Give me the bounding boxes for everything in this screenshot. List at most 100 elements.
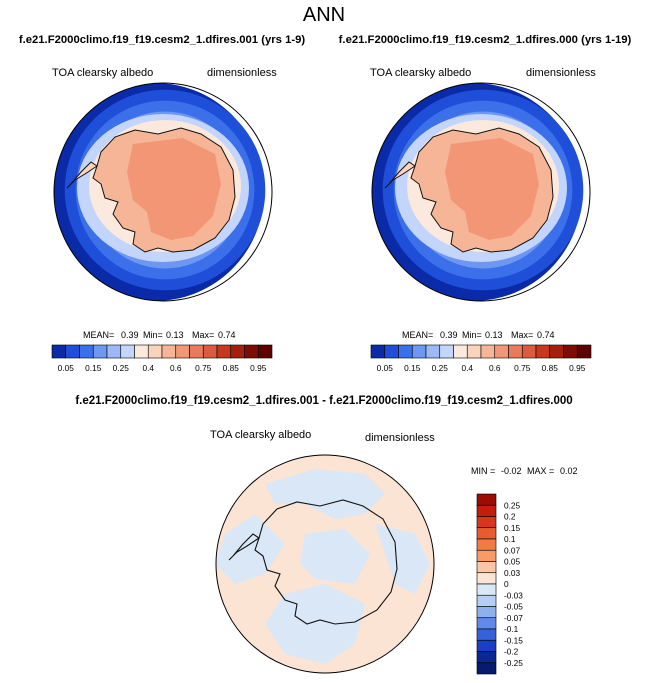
svg-text:Min=: Min= bbox=[462, 330, 482, 340]
colorbar-tick-label: 0.6 bbox=[170, 363, 182, 373]
colorbar-tick-label: 0.4 bbox=[461, 363, 473, 373]
colorbar-tick-label: -0.1 bbox=[504, 624, 519, 634]
colorbar-swatch bbox=[466, 344, 482, 359]
colorbar-swatch bbox=[476, 606, 497, 619]
colorbar-swatch bbox=[147, 344, 163, 359]
svg-text:MIN =: MIN = bbox=[471, 466, 495, 476]
panel-title: f.e21.F2000climo.f19_f19.cesm2_1.dfires.… bbox=[339, 34, 632, 46]
difference-panel: f.e21.F2000climo.f19_f19.cesm2_1.dfires.… bbox=[75, 395, 578, 675]
polar-map bbox=[53, 82, 273, 302]
colorbar-tick-label: 0.05 bbox=[504, 557, 521, 567]
svg-text:Max=: Max= bbox=[192, 330, 214, 340]
map-border bbox=[215, 454, 435, 674]
svg-text:Min=: Min= bbox=[143, 330, 163, 340]
colorbar-swatch bbox=[476, 504, 497, 517]
colorbar-swatch bbox=[411, 344, 427, 359]
colorbar-tick-label: 0.15 bbox=[404, 363, 421, 373]
colorbar-tick-label: 0.85 bbox=[223, 363, 240, 373]
colorbar-swatch bbox=[476, 527, 497, 540]
colorbar-swatch bbox=[189, 344, 204, 359]
colorbar-swatch bbox=[202, 344, 218, 359]
colorbar-swatch bbox=[476, 583, 497, 596]
colorbar-tick-label: 0.95 bbox=[569, 363, 586, 373]
map-panel-left: f.e21.F2000climo.f19_f19.cesm2_1.dfires.… bbox=[19, 34, 306, 373]
colorbar-swatch bbox=[244, 344, 259, 359]
colorbar-tick-label: 0 bbox=[504, 579, 509, 589]
colorbar-tick-label: 0.25 bbox=[504, 500, 521, 510]
map-border bbox=[371, 82, 591, 302]
colorbar-swatch bbox=[398, 344, 413, 359]
colorbar-swatch bbox=[480, 344, 496, 359]
colorbar-swatch bbox=[370, 344, 386, 359]
colorbar-swatch bbox=[384, 344, 399, 359]
colorbar-swatch bbox=[134, 344, 149, 359]
colorbar-swatch bbox=[79, 344, 94, 359]
colorbar-tick-label: 0.2 bbox=[504, 512, 516, 522]
colorbar-tick-label: 0.05 bbox=[58, 363, 75, 373]
colorbar-swatch bbox=[439, 344, 454, 359]
colorbar-swatch bbox=[476, 617, 497, 630]
svg-text:0.74: 0.74 bbox=[537, 330, 555, 340]
colorbar-swatch bbox=[476, 572, 497, 585]
units-label: dimensionless bbox=[365, 432, 435, 444]
colorbar-tick-label: -0.07 bbox=[504, 613, 523, 623]
colorbar-tick-label: -0.05 bbox=[504, 602, 523, 612]
colorbar-tick-label: 0.05 bbox=[377, 363, 394, 373]
svg-text:MEAN=: MEAN= bbox=[83, 330, 114, 340]
colorbar-swatch bbox=[425, 344, 441, 359]
colorbar-tick-label: 0.4 bbox=[142, 363, 154, 373]
polar-map bbox=[371, 82, 591, 302]
svg-text:0.02: 0.02 bbox=[560, 466, 578, 476]
colorbar-tick-label: 0.75 bbox=[195, 363, 212, 373]
colorbar-swatch bbox=[120, 344, 135, 359]
page-title: ANN bbox=[303, 4, 345, 26]
panel-title: f.e21.F2000climo.f19_f19.cesm2_1.dfires.… bbox=[19, 34, 306, 46]
map-border bbox=[53, 82, 273, 302]
svg-text:Max=: Max= bbox=[511, 330, 533, 340]
colorbar-tick-label: -0.25 bbox=[504, 658, 523, 668]
svg-text:-0.02: -0.02 bbox=[501, 466, 522, 476]
negative-anomaly bbox=[216, 514, 285, 584]
colorbar-swatch bbox=[216, 344, 232, 359]
colorbar-tick-label: 0.15 bbox=[504, 523, 521, 533]
variable-label: TOA clearsky albedo bbox=[210, 429, 311, 441]
colorbar-tick-label: 0.25 bbox=[113, 363, 130, 373]
negative-anomaly bbox=[300, 529, 370, 584]
colorbar-swatch bbox=[535, 344, 551, 359]
variable-label: TOA clearsky albedo bbox=[52, 67, 153, 79]
colorbar-swatch bbox=[549, 344, 564, 359]
negative-anomaly bbox=[265, 469, 385, 519]
colorbar-tick-label: 0.75 bbox=[514, 363, 531, 373]
colorbar-tick-label: -0.2 bbox=[504, 647, 519, 657]
units-label: dimensionless bbox=[526, 67, 596, 79]
stats-line: MEAN= 0.39 Min= 0.13 Max= 0.74 bbox=[83, 330, 236, 340]
colorbar-swatch bbox=[476, 516, 497, 529]
colorbar-swatch bbox=[476, 549, 497, 562]
colorbar-swatch bbox=[65, 344, 80, 359]
variable-label: TOA clearsky albedo bbox=[370, 67, 471, 79]
stats-line: MEAN= 0.39 Min= 0.13 Max= 0.74 bbox=[402, 330, 555, 340]
colorbar-swatch bbox=[476, 594, 497, 607]
colorbar-tick-label: -0.03 bbox=[504, 590, 523, 600]
ice-plateau bbox=[445, 138, 539, 240]
svg-text:0.39: 0.39 bbox=[121, 330, 139, 340]
colorbar-tick-label: 0.95 bbox=[250, 363, 267, 373]
colorbar-tick-label: 0.85 bbox=[542, 363, 559, 373]
colorbar-swatch bbox=[230, 344, 245, 359]
colorbar-swatch bbox=[494, 344, 509, 359]
colorbar-swatch bbox=[576, 344, 592, 359]
colorbar-swatch bbox=[161, 344, 177, 359]
svg-text:0.39: 0.39 bbox=[440, 330, 458, 340]
colorbar-tick-label: 0.1 bbox=[504, 534, 516, 544]
colorbar-swatch bbox=[476, 628, 497, 641]
colorbar-swatch bbox=[257, 344, 273, 359]
ice-plateau bbox=[127, 138, 221, 240]
svg-text:0.13: 0.13 bbox=[166, 330, 184, 340]
stats-line: MIN = -0.02 MAX = 0.02 bbox=[471, 466, 578, 476]
colorbar-swatch bbox=[175, 344, 190, 359]
colorbar-swatch bbox=[476, 493, 497, 506]
panel-title: f.e21.F2000climo.f19_f19.cesm2_1.dfires.… bbox=[75, 395, 572, 407]
colorbar: 0.05 0.15 0.25 0.4 0.6 0.75 0.85 0.95 bbox=[370, 344, 592, 373]
units-label: dimensionless bbox=[207, 67, 277, 79]
